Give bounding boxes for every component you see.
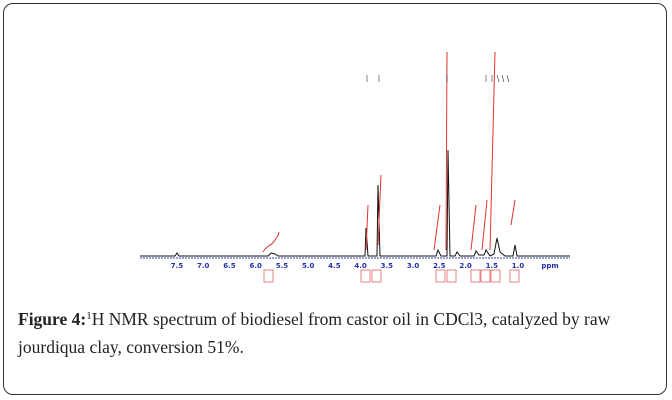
axis-label: 6.0 (249, 262, 262, 270)
integral (489, 51, 496, 251)
peak-markers (366, 74, 510, 83)
integral (510, 199, 516, 226)
integral (470, 204, 477, 251)
axis-label: 5.5 (276, 262, 289, 270)
integral (481, 199, 488, 251)
integral (377, 174, 382, 246)
axis-label: 7.0 (197, 262, 210, 270)
axis-unit: ppm (541, 262, 558, 270)
spectrum-trace (140, 149, 570, 257)
axis-label: 3.0 (407, 262, 420, 270)
nmr-spectrum: 7.5 7.0 6.5 6.0 5.5 5.0 4.5 4.0 3.5 3.0 2.5 2.0 1.5 1… (140, 51, 570, 283)
caption-superscript: 1 (86, 310, 92, 322)
caption-label: Figure 4: (18, 309, 87, 329)
axis-label: 4.5 (328, 262, 341, 270)
integral (262, 231, 280, 253)
axis-label: 1.5 (486, 262, 499, 270)
axis-label: 5.0 (302, 262, 315, 270)
axis-label: 4.0 (354, 262, 367, 270)
axis-label: 2.5 (433, 262, 446, 270)
figure-frame (3, 3, 667, 395)
integral (365, 204, 369, 251)
integrals (262, 51, 516, 253)
axis-label: 6.5 (223, 262, 236, 270)
integral (445, 51, 448, 251)
axis-label: 7.5 (171, 262, 184, 270)
axis-label: 3.5 (381, 262, 394, 270)
caption-text: H NMR spectrum of biodiesel from castor … (18, 309, 611, 357)
caption: Figure 4:1H NMR spectrum of biodiesel fr… (18, 302, 658, 361)
axis-label: 1.0 (512, 262, 525, 270)
integral (433, 204, 441, 251)
integral-boxes (263, 269, 520, 283)
axis-label: 2.0 (459, 262, 472, 270)
